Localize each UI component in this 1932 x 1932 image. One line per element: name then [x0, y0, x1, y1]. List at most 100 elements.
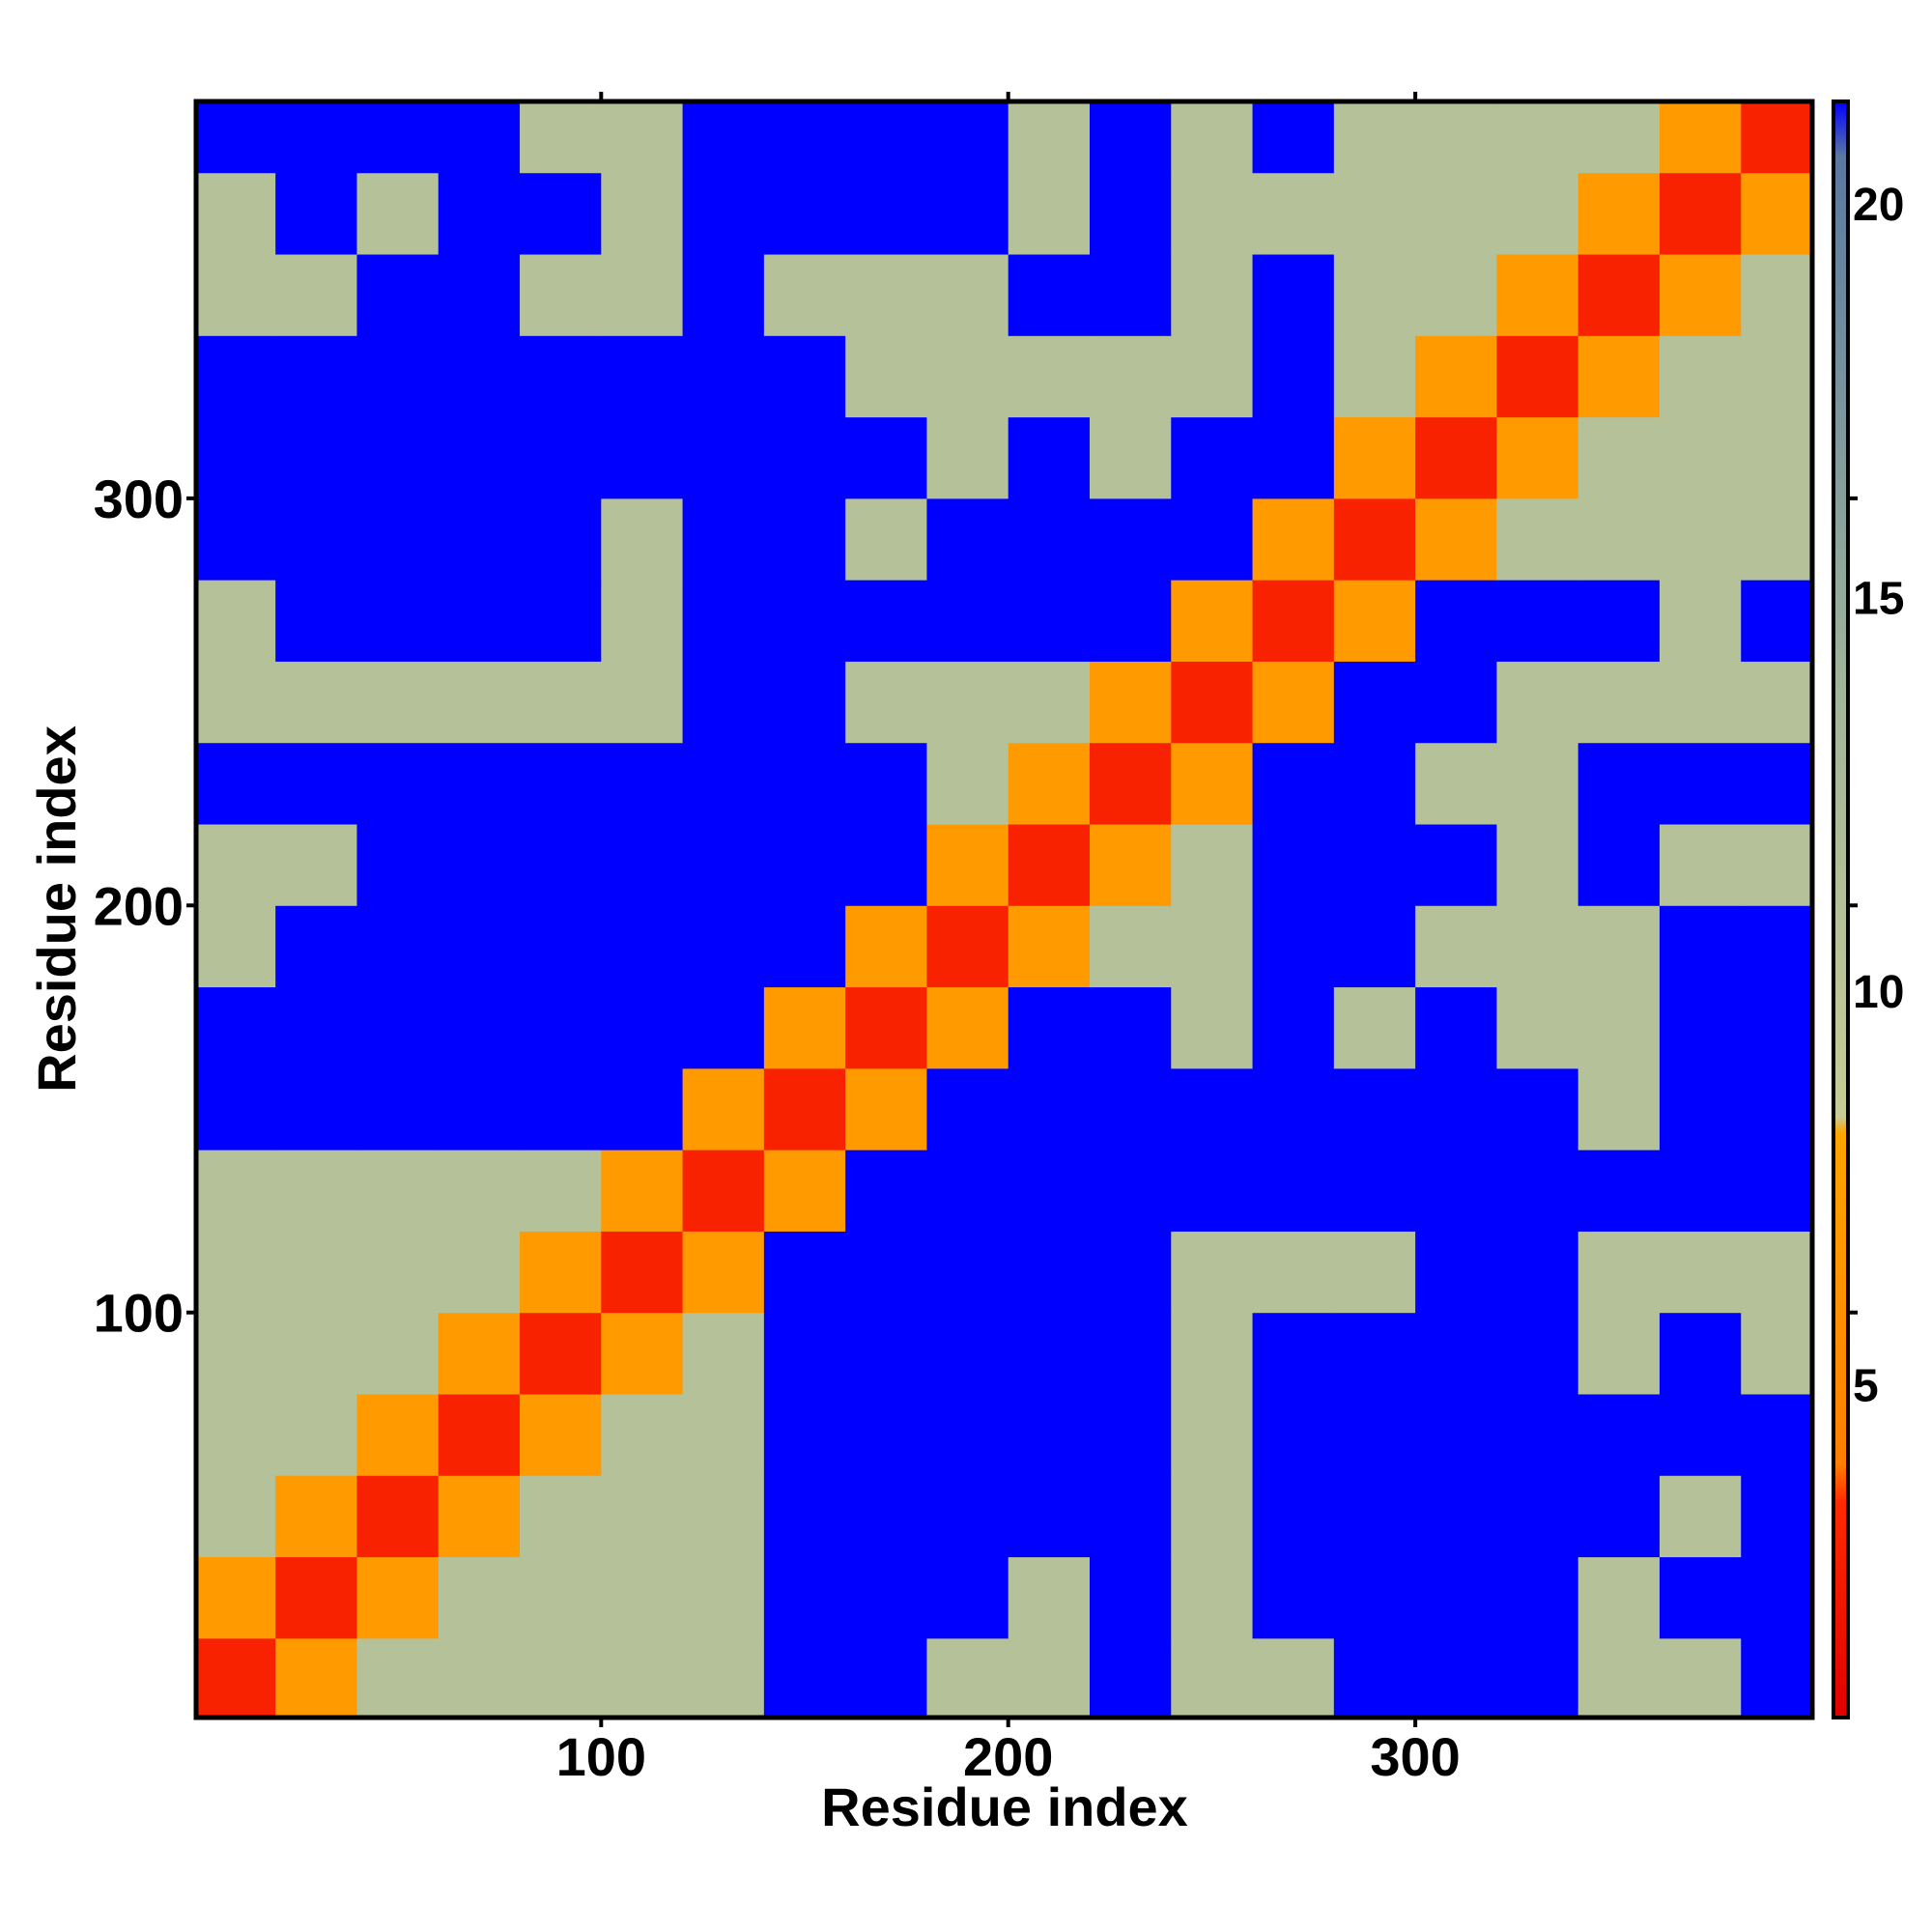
heatmap-cell — [682, 254, 765, 336]
heatmap-cell — [275, 254, 357, 336]
heatmap-cell — [1252, 905, 1335, 988]
heatmap-cell — [1333, 1637, 1416, 1718]
heatmap-cell — [682, 416, 765, 499]
heatmap-cell — [1741, 101, 1812, 174]
heatmap-cell — [1741, 497, 1812, 581]
heatmap-cell — [1252, 1637, 1335, 1718]
heatmap-cell — [275, 1312, 357, 1395]
heatmap-cell — [275, 1393, 357, 1476]
heatmap-cell — [1089, 416, 1172, 499]
heatmap-cell — [438, 742, 521, 825]
heatmap-cell — [682, 335, 765, 418]
heatmap-cell — [1008, 172, 1091, 255]
heatmap-cell — [1333, 101, 1416, 174]
heatmap-cell — [1577, 905, 1661, 988]
heatmap-cell — [1496, 1475, 1579, 1558]
heatmap-cell — [438, 1150, 521, 1232]
heatmap-cell — [275, 1067, 357, 1151]
heatmap-cell — [682, 497, 765, 581]
heatmap-cell — [845, 335, 927, 418]
heatmap-cell — [682, 1393, 765, 1476]
heatmap-cell — [601, 1637, 684, 1718]
heatmap-cell — [1008, 1067, 1091, 1151]
heatmap-cell — [682, 1556, 765, 1639]
heatmap-cell — [926, 1150, 1009, 1232]
heatmap-cell — [196, 905, 276, 988]
heatmap-cell — [1252, 580, 1335, 662]
heatmap-cell — [1333, 661, 1416, 744]
heatmap-cell — [196, 1475, 276, 1558]
heatmap-cell — [1333, 1150, 1416, 1232]
heatmap-cell — [763, 1150, 846, 1232]
heatmap-cell — [356, 1393, 440, 1476]
heatmap-cell — [1659, 742, 1742, 825]
heatmap-cell — [1415, 101, 1497, 174]
heatmap-cell — [1171, 1312, 1254, 1395]
heatmap-cell — [275, 824, 357, 906]
heatmap-cell — [763, 254, 846, 336]
heatmap-cell — [1496, 1231, 1579, 1314]
heatmap-cell — [1659, 580, 1742, 662]
heatmap-cell — [1333, 742, 1416, 825]
heatmap-cell — [1252, 742, 1335, 825]
heatmap-cell — [1171, 1556, 1254, 1639]
heatmap-cell — [1577, 254, 1661, 336]
heatmap-cell — [1415, 661, 1497, 744]
heatmap-cell — [926, 1637, 1009, 1718]
heatmap-cell — [196, 1150, 276, 1232]
colorbar-tick-label: 5 — [1853, 1360, 1879, 1411]
heatmap-cell — [926, 742, 1009, 825]
heatmap-cell — [926, 101, 1009, 174]
heatmap-cells — [196, 101, 1812, 1718]
heatmap-cell — [1089, 1637, 1172, 1718]
heatmap-cell — [1741, 416, 1812, 499]
heatmap-cell — [356, 986, 440, 1069]
heatmap-cell — [1252, 661, 1335, 744]
heatmap-cell — [520, 1556, 602, 1639]
heatmap-cell — [1171, 172, 1254, 255]
heatmap-cell — [1659, 1475, 1742, 1558]
heatmap-cell — [601, 254, 684, 336]
heatmap-cell — [520, 1637, 602, 1718]
heatmap-cell — [845, 580, 927, 662]
heatmap-cell — [520, 1067, 602, 1151]
heatmap-cell — [1741, 905, 1812, 988]
heatmap-cell — [1496, 1067, 1579, 1151]
heatmap-cell — [845, 986, 927, 1069]
heatmap-cell — [926, 986, 1009, 1069]
heatmap-cell — [520, 416, 602, 499]
y-tick-label: 200 — [94, 875, 184, 936]
heatmap-cell — [275, 1150, 357, 1232]
heatmap-cell — [1496, 254, 1579, 336]
heatmap-cell — [275, 905, 357, 988]
heatmap-cell — [1008, 1556, 1091, 1639]
x-axis-title: Residue index — [821, 1776, 1188, 1837]
colorbar — [1832, 99, 1850, 1719]
heatmap-cell — [926, 416, 1009, 499]
heatmap-cell — [763, 497, 846, 581]
heatmap-cell — [275, 580, 357, 662]
heatmap-cell — [1333, 1393, 1416, 1476]
heatmap-cell — [1496, 1393, 1579, 1476]
heatmap-cell — [1252, 824, 1335, 906]
heatmap-cell — [1008, 1312, 1091, 1395]
heatmap-cell — [1252, 1556, 1335, 1639]
heatmap-cell — [520, 1393, 602, 1476]
heatmap-cell — [926, 1231, 1009, 1314]
heatmap-cell — [1089, 1150, 1172, 1232]
heatmap-cell — [1415, 1312, 1497, 1395]
heatmap-cell — [1741, 1475, 1812, 1558]
heatmap-cell — [520, 1231, 602, 1314]
heatmap-cell — [1089, 986, 1172, 1069]
heatmap-cell — [1089, 580, 1172, 662]
heatmap-cell — [682, 1637, 765, 1718]
heatmap-cell — [1008, 335, 1091, 418]
heatmap-cell — [1741, 254, 1812, 336]
heatmap-cell — [682, 742, 765, 825]
heatmap-cell — [763, 1637, 846, 1718]
heatmap-cell — [1577, 742, 1661, 825]
heatmap-cell — [275, 986, 357, 1069]
colorbar-tick-label: 10 — [1853, 967, 1904, 1018]
heatmap-cell — [1089, 905, 1172, 988]
heatmap-cell — [1415, 580, 1497, 662]
